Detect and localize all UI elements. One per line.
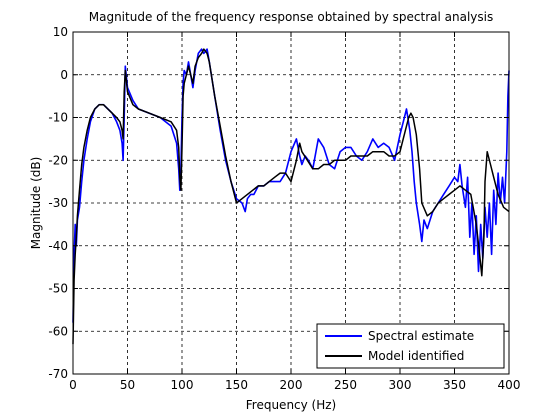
chart-title: Magnitude of the frequency response obta… [89, 10, 493, 24]
y-tick-label: 0 [60, 68, 68, 82]
legend-entry-model-identified: Model identified [368, 349, 464, 363]
x-tick-label: 400 [498, 378, 521, 392]
series-line-model-identified [72, 48, 510, 345]
series-layer [72, 48, 510, 345]
x-tick-label: 150 [225, 378, 248, 392]
y-tick-label: -30 [48, 196, 68, 210]
tick-labels: 0 50 100 150 200 250 300 350 400-70-60-50-40-30-… [48, 25, 520, 392]
y-tick-label: -50 [48, 282, 68, 296]
x-tick-label: 200 [280, 378, 303, 392]
grid [73, 32, 509, 374]
x-tick-label: 250 [334, 378, 357, 392]
legend: Spectral estimate Model identified [316, 323, 505, 369]
y-tick-label: -70 [48, 367, 68, 381]
ticks [72, 31, 510, 375]
y-tick-label: -20 [48, 153, 68, 167]
legend-box [316, 323, 505, 369]
x-tick-label: 100 [171, 378, 194, 392]
y-axis-label: Magnitude (dB) [29, 157, 43, 250]
x-tick-label: 0 [69, 378, 77, 392]
y-tick-label: -40 [48, 239, 68, 253]
y-tick-label: -10 [48, 111, 68, 125]
x-axis-label: Frequency (Hz) [246, 398, 337, 412]
y-tick-label: -60 [48, 324, 68, 338]
y-tick-label: 10 [53, 25, 68, 39]
legend-entry-spectral-estimate: Spectral estimate [368, 329, 474, 343]
x-tick-label: 300 [389, 378, 412, 392]
x-tick-label: 350 [443, 378, 466, 392]
x-tick-label: 50 [120, 378, 135, 392]
